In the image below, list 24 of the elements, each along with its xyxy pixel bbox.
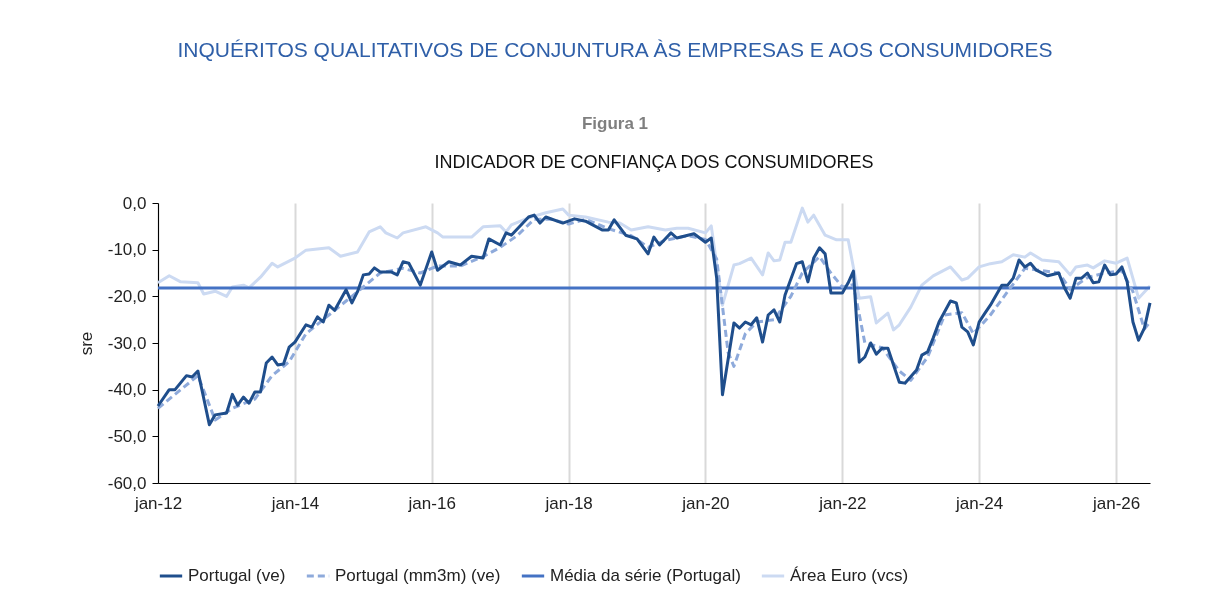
x-tick-label: jan-18 bbox=[544, 493, 593, 513]
x-tick-label: jan-24 bbox=[955, 493, 1004, 513]
y-tick-label: -20,0 bbox=[107, 286, 147, 306]
text: INQUÉRITOS QUALITATIVOS DE CONJUNTURA ÀS EMPRESAS E AOS CONSUMIDORES bbox=[176, 38, 1054, 62]
legend-label: Portugal (ve) bbox=[188, 566, 286, 585]
line-series bbox=[156, 206, 1152, 332]
y-tick-label: -40,0 bbox=[107, 380, 147, 400]
x-tick-label: jan-12 bbox=[133, 493, 183, 513]
text: Figura 1 bbox=[580, 114, 650, 134]
x-tick-label: jan-20 bbox=[681, 493, 730, 513]
legend-label: Área Euro (vcs) bbox=[790, 566, 909, 585]
y-tick-label: -30,0 bbox=[107, 333, 147, 353]
y-tick-label: 0,0 bbox=[122, 193, 147, 213]
x-tick-label: jan-16 bbox=[407, 493, 456, 513]
chart-title: INDICADOR DE CONFIANÇA DOS CONSUMIDORES bbox=[434, 152, 874, 172]
y-tick-label: -60,0 bbox=[107, 473, 147, 493]
y-tick-label: -10,0 bbox=[107, 240, 147, 260]
legend-label: Média da série (Portugal) bbox=[550, 566, 741, 585]
x-tick-label: jan-14 bbox=[270, 493, 320, 513]
y-tick-label: -50,0 bbox=[107, 426, 147, 446]
legend-label: Portugal (mm3m) (ve) bbox=[335, 566, 501, 585]
x-tick-label: jan-26 bbox=[1091, 493, 1141, 513]
y-axis-title: sre bbox=[76, 331, 96, 356]
x-tick-label: jan-22 bbox=[818, 493, 867, 513]
